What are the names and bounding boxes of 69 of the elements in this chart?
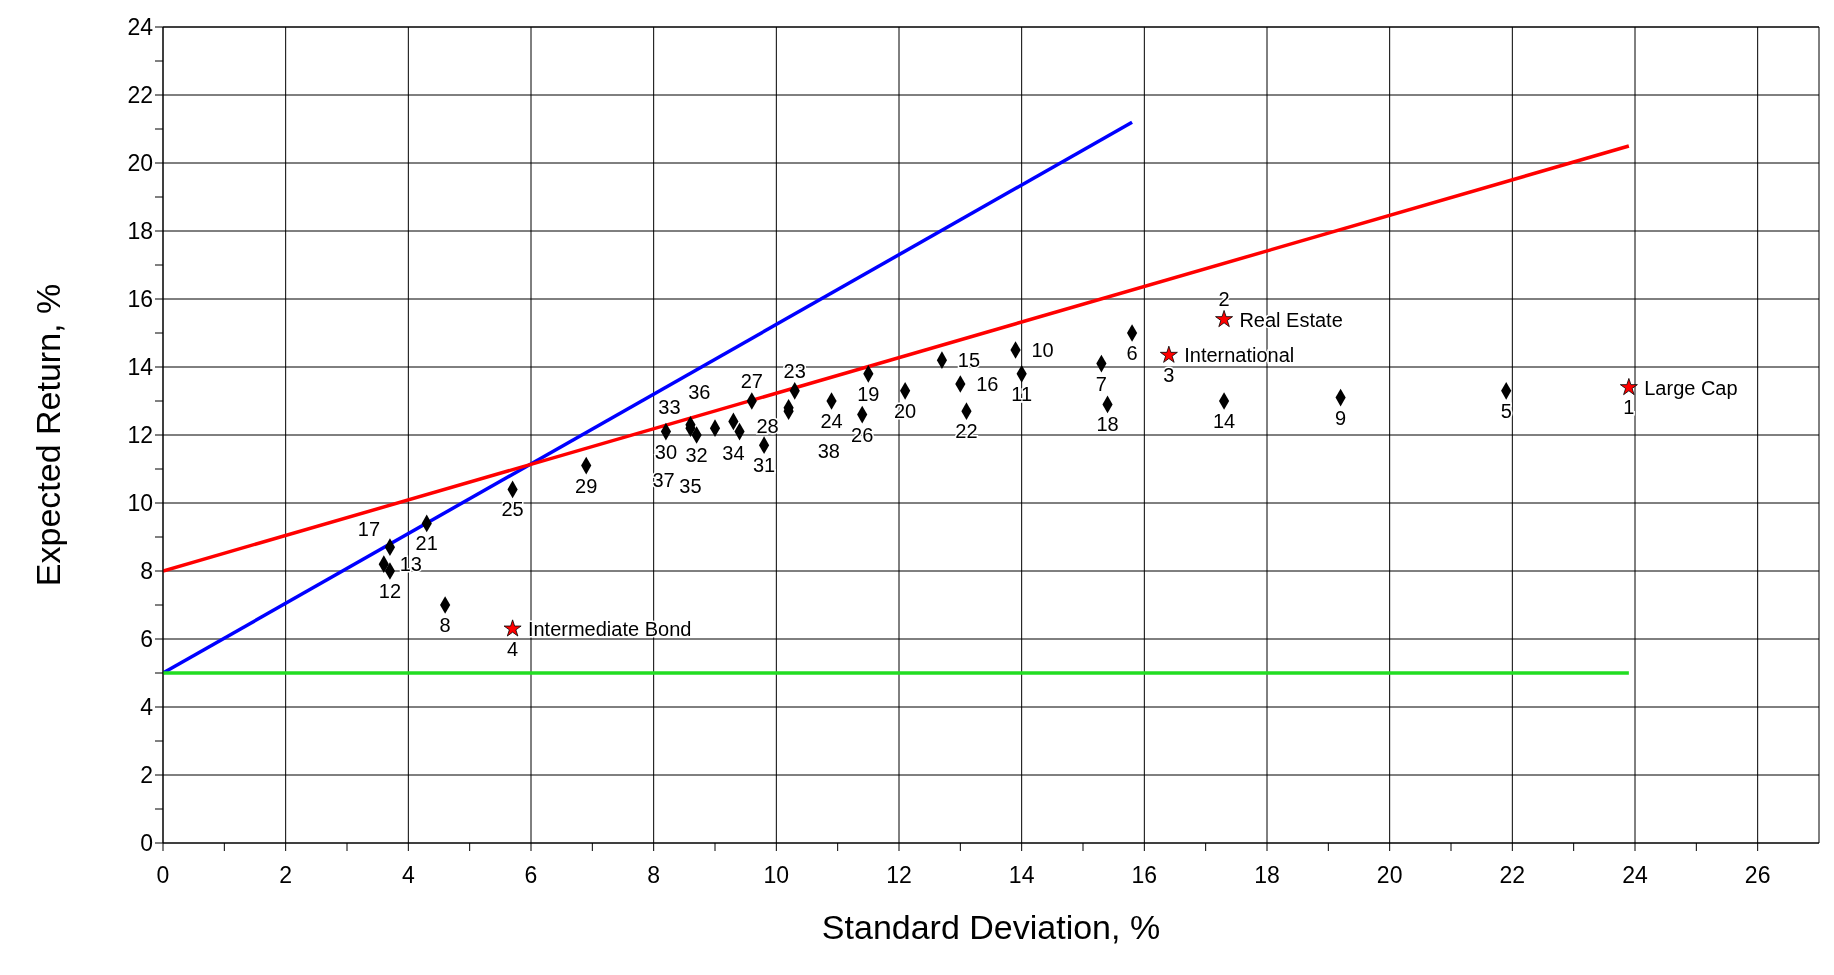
- point: [1215, 310, 1233, 328]
- x-tick-label: 2: [279, 862, 293, 889]
- x-tick-label: 18: [1254, 862, 1280, 889]
- annotation: 5: [1500, 399, 1512, 422]
- annotation: 31: [752, 454, 776, 477]
- series-label: Large Cap: [1644, 376, 1738, 399]
- y-tick-label: 2: [140, 762, 153, 789]
- y-tick-label: 16: [127, 286, 153, 313]
- annotation: 26: [851, 423, 874, 446]
- x-tick-label: 10: [763, 862, 790, 889]
- annotation: 36: [688, 381, 711, 403]
- annotation: 3: [1163, 364, 1175, 387]
- x-tick-label: 8: [647, 862, 661, 889]
- y-tick-label: 14: [127, 354, 154, 381]
- y-tick-label: 20: [127, 150, 153, 177]
- annotation: 19: [857, 382, 880, 405]
- x-tick-label: 20: [1376, 862, 1403, 889]
- y-tick-label: 0: [140, 830, 153, 857]
- x-tick-label: 12: [886, 862, 912, 889]
- x-tick-label: 4: [401, 862, 415, 889]
- annotation: 1: [1623, 396, 1635, 419]
- annotation: 21: [415, 532, 438, 555]
- x-tick-label: 16: [1131, 862, 1158, 889]
- annotation: 9: [1335, 406, 1347, 429]
- series-label: Real Estate: [1239, 308, 1343, 331]
- annotation: 12: [378, 580, 402, 602]
- annotation: 38: [817, 439, 840, 462]
- y-tick-label: 18: [127, 218, 153, 245]
- point: [503, 619, 522, 637]
- annotation: 22: [955, 420, 978, 443]
- point: [1159, 345, 1178, 363]
- annotation: 14: [1212, 410, 1236, 432]
- annotation: 35: [679, 475, 702, 498]
- annotation: 6: [1126, 342, 1138, 364]
- annotation: 20: [894, 399, 917, 422]
- annotation: 23: [783, 359, 806, 382]
- annotation: 7: [1095, 372, 1107, 395]
- annotation: 4: [507, 637, 519, 660]
- annotation: 10: [1031, 339, 1054, 361]
- x-axis-title: Standard Deviation, %: [821, 908, 1161, 946]
- x-tick-label: 22: [1499, 862, 1526, 889]
- y-tick-label: 8: [140, 558, 153, 585]
- annotation: 2: [1218, 288, 1230, 311]
- annotation: 24: [820, 410, 843, 432]
- annotation: 25: [501, 498, 524, 521]
- y-tick-label: 4: [140, 694, 154, 721]
- series-label: International: [1184, 344, 1295, 367]
- y-tick-label: 10: [127, 490, 153, 517]
- point: [1619, 378, 1638, 396]
- annotation: 34: [722, 442, 745, 465]
- y-tick-label: 22: [127, 82, 153, 109]
- annotation: 30: [654, 440, 678, 463]
- annotation: 8: [439, 614, 451, 636]
- x-tick-label: 14: [1008, 862, 1035, 889]
- y-tick-label: 6: [140, 626, 153, 653]
- annotation: 17: [357, 518, 381, 541]
- y-tick-label: 12: [127, 422, 153, 449]
- x-tick-label: 6: [524, 862, 538, 889]
- annotation: 29: [575, 474, 598, 497]
- x-tick-label: 26: [1744, 862, 1771, 889]
- x-tick-label: 24: [1622, 862, 1648, 889]
- annotation: 18: [1096, 413, 1119, 436]
- y-tick-label: 24: [127, 14, 154, 41]
- annotation: 27: [740, 370, 763, 392]
- annotation: 15: [957, 349, 981, 372]
- y-axis-title: Expected Return, %: [29, 283, 68, 587]
- annotation: 16: [976, 373, 999, 395]
- annotation: 33: [658, 395, 681, 418]
- annotation: 32: [685, 444, 708, 466]
